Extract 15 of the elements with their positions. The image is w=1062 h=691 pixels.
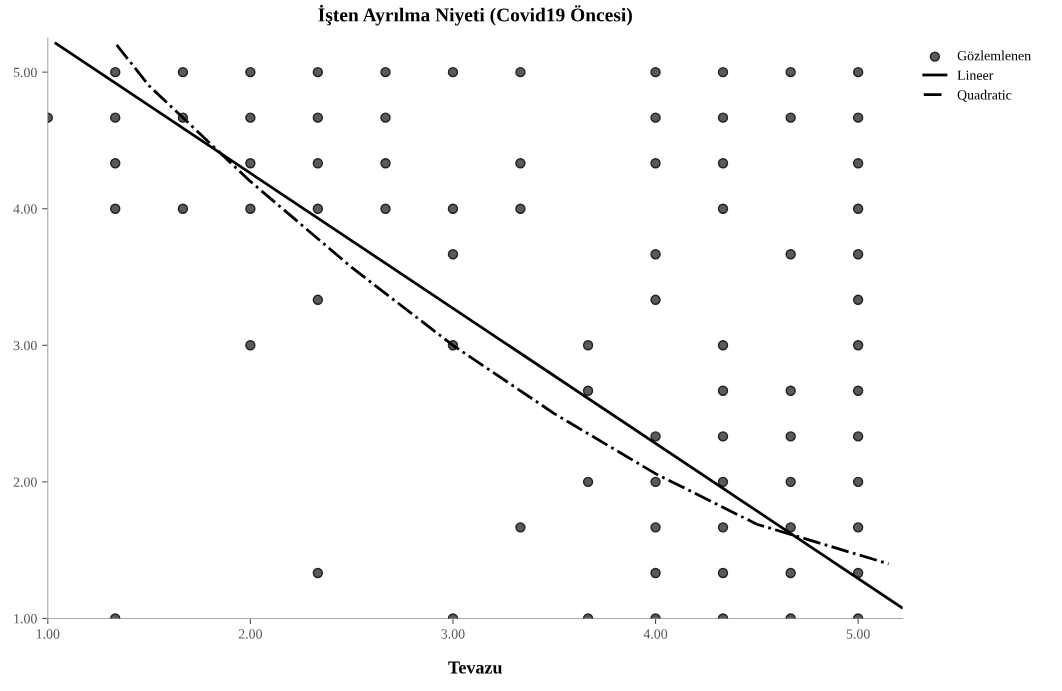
y-tick-label: 1.00 bbox=[14, 614, 37, 624]
y-tick-label: 3.00 bbox=[13, 340, 37, 351]
x-tick-label: 5.00 bbox=[846, 629, 870, 639]
legend-label: Gözlemlenen bbox=[957, 50, 1031, 61]
x-tick-label: 2.00 bbox=[238, 629, 262, 639]
x-tick-label: 3.00 bbox=[441, 629, 465, 639]
chart-title: İşten Ayrılma Niyeti (Covid19 Öncesi) bbox=[318, 4, 632, 26]
y-tick-label: 2.00 bbox=[13, 477, 37, 487]
x-tick-label: 1.00 bbox=[36, 629, 60, 639]
legend-label: Lineer bbox=[957, 70, 994, 80]
x-tick-label: 4.00 bbox=[643, 629, 668, 639]
x-axis-title: Tevazu bbox=[448, 661, 503, 674]
y-tick-label: 5.00 bbox=[13, 67, 37, 78]
legend-label: Quadratic bbox=[957, 89, 1012, 102]
y-tick-label: 4.00 bbox=[13, 204, 37, 214]
